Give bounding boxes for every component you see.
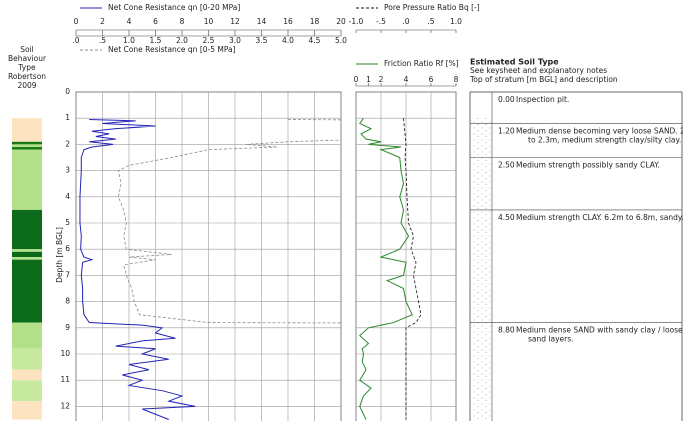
y-tick-label: 4 bbox=[65, 192, 70, 201]
x2-tick-label: 1.5 bbox=[150, 36, 162, 45]
x-tick-label: 8 bbox=[180, 17, 185, 26]
x2-tick-label: 3.0 bbox=[229, 36, 241, 45]
x-tick-label: 12 bbox=[230, 17, 240, 26]
soil-layer bbox=[12, 249, 42, 252]
stratum-depth: 8.80 bbox=[498, 326, 515, 335]
x2-tick-label: 6 bbox=[429, 75, 434, 84]
legend-label: Net Cone Resistance qn [0-20 MPa] bbox=[108, 3, 240, 12]
legend-label: Friction Ratio Rf [%] bbox=[384, 59, 459, 68]
stratum-description: Medium dense becoming very loose SAND. 2… bbox=[516, 126, 683, 135]
x-tick-label: 6 bbox=[153, 17, 158, 26]
x2-tick-label: 1.0 bbox=[123, 36, 135, 45]
soil-layer bbox=[12, 147, 42, 150]
soil-layer bbox=[12, 380, 42, 402]
stratum-description: Inspection pit. bbox=[516, 95, 569, 104]
legend-label: Pore Pressure Ratio Bq [-] bbox=[384, 3, 480, 12]
stratum-depth: 0.00 bbox=[498, 95, 515, 104]
x-tick-label: 4 bbox=[127, 17, 132, 26]
soil-layer bbox=[12, 141, 42, 145]
x-tick-label: 16 bbox=[283, 17, 293, 26]
x-tick-label: -.5 bbox=[376, 17, 386, 26]
y-tick-label: 8 bbox=[65, 297, 70, 306]
soil-layer bbox=[12, 259, 42, 323]
soil-behaviour-title: 2009 bbox=[17, 81, 36, 90]
soil-layer bbox=[12, 401, 42, 420]
y-tick-label: 7 bbox=[65, 270, 70, 279]
x2-tick-label: .0 bbox=[72, 36, 79, 45]
x-tick-label: 14 bbox=[257, 17, 267, 26]
series-line bbox=[358, 117, 413, 420]
y-tick-label: 2 bbox=[65, 139, 70, 148]
x2-tick-label: 2.5 bbox=[203, 36, 215, 45]
stratum-depth: 4.50 bbox=[498, 213, 515, 222]
x2-tick-label: 4 bbox=[404, 75, 409, 84]
x2-tick-label: 2 bbox=[379, 75, 384, 84]
x2-tick-label: 2.0 bbox=[176, 36, 188, 45]
soil-layer bbox=[12, 257, 42, 260]
soil-layer bbox=[12, 322, 42, 349]
soil-layer bbox=[12, 209, 42, 250]
y-tick-label: 0 bbox=[65, 87, 70, 96]
soil-layer bbox=[12, 149, 42, 210]
x-tick-label: 18 bbox=[310, 17, 320, 26]
x2-tick-label: 8 bbox=[454, 75, 459, 84]
x2-tick-label: 3.5 bbox=[256, 36, 268, 45]
y-tick-label: 5 bbox=[65, 218, 70, 227]
x2-tick-label: 4.5 bbox=[309, 36, 321, 45]
soil-type-note: See keysheet and explanatory notes bbox=[470, 66, 607, 75]
x-tick-label: -1.0 bbox=[349, 17, 364, 26]
soil-behaviour-title: Type bbox=[17, 63, 36, 72]
x-tick-label: 1.0 bbox=[450, 17, 462, 26]
y-tick-label: 1 bbox=[65, 113, 70, 122]
y-axis-title: Depth [m BGL] bbox=[55, 227, 64, 283]
x-tick-label: .0 bbox=[402, 17, 409, 26]
stratum-hatch bbox=[470, 118, 492, 421]
soil-layer bbox=[12, 369, 42, 381]
soil-layer bbox=[12, 348, 42, 370]
stratum-depth: 1.20 bbox=[498, 126, 515, 135]
x-tick-label: .5 bbox=[427, 17, 434, 26]
y-tick-label: 12 bbox=[60, 401, 70, 410]
legend-label: Net Cone Resistance qn [0-5 MPa] bbox=[108, 45, 236, 54]
x-tick-label: 0 bbox=[74, 17, 79, 26]
soil-type-note: Top of stratum [m BGL] and description bbox=[469, 75, 618, 84]
stratum-description: Medium dense SAND with sandy clay / loos… bbox=[516, 326, 683, 335]
stratum-description: Medium strength CLAY. 6.2m to 6.8m, sand… bbox=[516, 213, 683, 222]
soil-layer bbox=[12, 118, 42, 142]
x-tick-label: 20 bbox=[336, 17, 346, 26]
y-tick-label: 3 bbox=[65, 166, 70, 175]
soil-behaviour-title: Soil bbox=[20, 45, 34, 54]
stratum-description: sand layers. bbox=[528, 335, 574, 344]
strata-frame bbox=[469, 91, 683, 421]
soil-layer bbox=[12, 144, 42, 148]
stratum-depth: 2.50 bbox=[498, 161, 515, 170]
soil-layer bbox=[12, 251, 42, 258]
x2-tick-label: 5.0 bbox=[335, 36, 347, 45]
series-line bbox=[403, 118, 422, 420]
x2-tick-label: 4.0 bbox=[282, 36, 294, 45]
soil-behaviour-title: Robertson bbox=[8, 72, 46, 81]
y-tick-label: 11 bbox=[60, 375, 70, 384]
soil-type-title: Estimated Soil Type bbox=[470, 58, 559, 67]
stratum-description: Medium strength possibly sandy CLAY. bbox=[516, 161, 660, 170]
stratum-description: to 2.3m, medium strength clay/silty clay… bbox=[528, 135, 681, 144]
x2-tick-label: 1 bbox=[366, 75, 371, 84]
x-tick-label: 10 bbox=[204, 17, 214, 26]
y-tick-label: 10 bbox=[60, 349, 70, 358]
x-tick-label: 2 bbox=[100, 17, 105, 26]
soil-behaviour-title: Behaviour bbox=[8, 54, 47, 63]
series-group bbox=[79, 119, 341, 420]
x2-tick-label: .5 bbox=[99, 36, 106, 45]
x2-tick-label: 0 bbox=[354, 75, 359, 84]
y-tick-label: 6 bbox=[65, 244, 70, 253]
series-group bbox=[358, 117, 422, 420]
series-line bbox=[79, 119, 196, 420]
y-tick-label: 9 bbox=[65, 323, 70, 332]
